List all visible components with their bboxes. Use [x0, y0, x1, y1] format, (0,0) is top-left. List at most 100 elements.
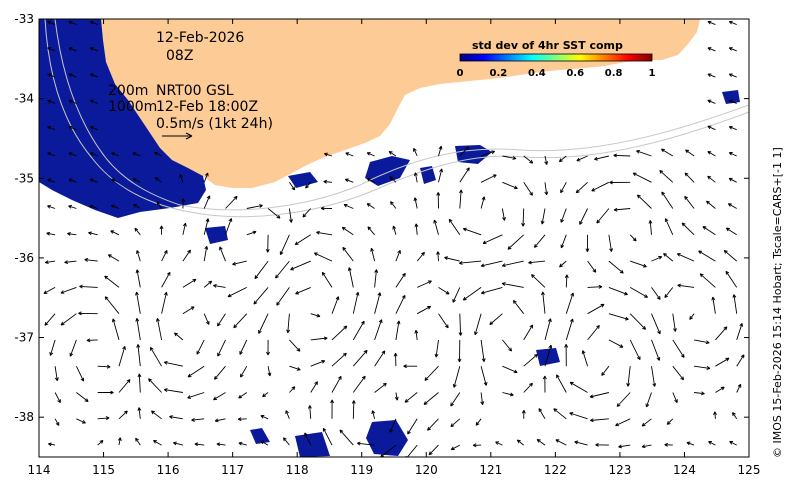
- current-arrow: [227, 286, 247, 298]
- current-arrow: [240, 365, 248, 378]
- current-arrow: [438, 287, 450, 295]
- colorbar-tick-label: 1: [649, 68, 656, 79]
- current-arrow: [664, 218, 674, 235]
- current-arrow: [450, 418, 461, 428]
- latitude-tick-label: -33: [14, 12, 34, 26]
- longitude-tick-label: 118: [286, 463, 309, 477]
- longitude-tick-label: 123: [608, 463, 631, 477]
- current-arrow: [97, 439, 104, 446]
- current-arrow: [618, 444, 631, 449]
- latitude-tick-label: -36: [14, 251, 34, 265]
- current-arrow: [68, 73, 77, 78]
- current-arrow: [672, 365, 685, 381]
- current-arrow: [194, 442, 205, 447]
- current-arrow: [686, 441, 695, 446]
- current-arrow: [569, 412, 588, 420]
- current-arrow: [480, 150, 496, 157]
- current-arrow: [310, 381, 318, 393]
- current-arrow: [480, 260, 503, 268]
- current-arrow: [253, 287, 269, 305]
- current-arrow: [736, 354, 745, 367]
- current-arrow: [424, 365, 439, 381]
- current-arrow: [60, 313, 77, 326]
- current-arrow: [732, 294, 738, 314]
- longitude-tick-label: 117: [221, 463, 244, 477]
- latitude-axis: -33 -34 -35 -36 -37 -38: [14, 12, 749, 424]
- current-arrow: [728, 125, 737, 131]
- current-arrow: [305, 181, 312, 189]
- current-arrow: [394, 392, 399, 401]
- current-arrow: [213, 365, 226, 380]
- current-arrow: [609, 180, 631, 185]
- current-arrow: [727, 203, 737, 209]
- current-arrow: [307, 405, 312, 419]
- current-arrow: [233, 313, 248, 329]
- current-arrow: [407, 418, 418, 435]
- current-arrow: [370, 247, 376, 262]
- current-arrow: [501, 208, 506, 221]
- current-arrow: [636, 194, 652, 209]
- current-arrow: [295, 286, 311, 295]
- current-arrow: [135, 291, 141, 314]
- current-arrow: [707, 151, 716, 157]
- current-arrow: [84, 257, 98, 262]
- current-arrow: [135, 269, 141, 288]
- current-arrow: [544, 182, 549, 196]
- current-arrow: [159, 225, 164, 235]
- current-arrow: [182, 249, 191, 262]
- current-arrow: [343, 203, 354, 209]
- current-arrow: [544, 344, 553, 367]
- current-arrow: [512, 300, 525, 314]
- current-arrow: [68, 47, 77, 52]
- current-arrow: [458, 260, 482, 265]
- current-arrow: [137, 407, 142, 419]
- current-arrow: [544, 318, 552, 341]
- current-arrow: [403, 364, 418, 369]
- current-arrow: [54, 366, 59, 382]
- current-arrow: [616, 392, 631, 407]
- current-arrow: [232, 260, 247, 266]
- current-arrow: [564, 343, 569, 367]
- current-arrow: [528, 260, 546, 265]
- current-arrow: [356, 441, 375, 446]
- current-arrow: [196, 339, 205, 355]
- current-arrow: [414, 329, 419, 340]
- current-arrow: [203, 172, 209, 183]
- current-arrow: [89, 125, 98, 131]
- current-arrow: [575, 181, 588, 194]
- current-arrow: [725, 270, 738, 288]
- current-arrow: [279, 234, 290, 256]
- current-arrow: [339, 429, 354, 446]
- current-arrow: [587, 260, 597, 273]
- current-arrow: [352, 291, 360, 314]
- current-arrow: [523, 182, 533, 196]
- current-arrow: [76, 392, 89, 403]
- current-arrow: [239, 339, 248, 355]
- current-arrow: [352, 320, 365, 341]
- colorbar-tick-label: 0.6: [566, 68, 584, 79]
- current-arrow: [728, 152, 737, 157]
- longitude-tick-label: 115: [92, 463, 115, 477]
- longitude-tick-label: 119: [350, 463, 373, 477]
- current-arrow: [111, 318, 120, 341]
- current-arrow: [169, 415, 183, 420]
- current-arrow: [630, 260, 647, 268]
- current-arrow: [659, 169, 674, 183]
- current-arrow: [161, 250, 168, 262]
- current-arrow: [428, 444, 439, 456]
- current-arrow: [707, 47, 716, 52]
- current-arrow: [629, 234, 637, 242]
- current-arrow: [367, 226, 375, 236]
- current-arrow: [134, 227, 141, 236]
- current-arrow: [68, 99, 77, 104]
- current-arrow: [111, 178, 120, 183]
- current-arrow: [601, 365, 610, 376]
- current-arrow: [725, 227, 737, 236]
- current-arrow: [213, 283, 226, 288]
- current-arrow: [89, 73, 98, 78]
- current-arrow: [502, 339, 513, 352]
- current-arrow: [316, 230, 333, 236]
- current-arrow: [689, 313, 695, 320]
- current-arrow: [672, 339, 685, 358]
